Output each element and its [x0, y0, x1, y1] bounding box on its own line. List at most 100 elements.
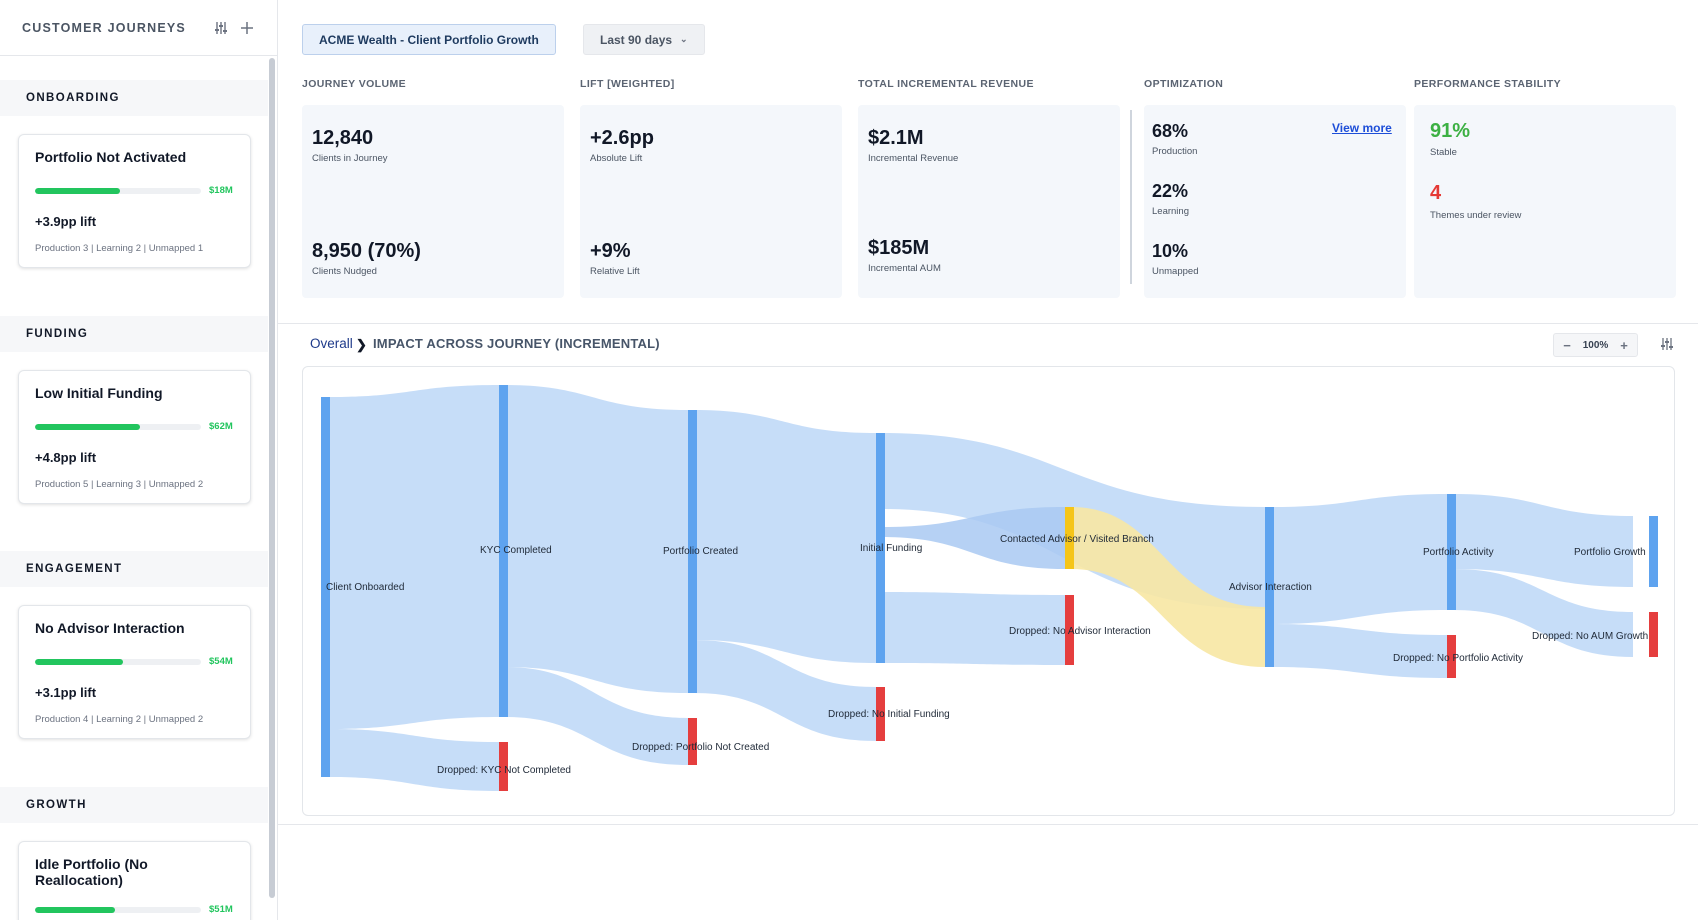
zoom-in-button[interactable]: + — [1620, 337, 1628, 353]
progress-fill — [35, 187, 120, 194]
flow-portfolio-drop-funding — [694, 640, 876, 741]
kpi-value: +2.6pp — [590, 127, 654, 149]
kpi-caption: Stable — [1430, 147, 1457, 158]
sidebar: CUSTOMER JOURNEYS ONBOARDING Portfolio N… — [0, 0, 278, 920]
kpi-card-revenue: $2.1M Incremental Revenue $185M Incremen… — [858, 105, 1120, 298]
flow-kyc-drop-portfolio — [505, 667, 688, 765]
kpi-caption: Unmapped — [1152, 266, 1199, 277]
kpi-caption: Clients Nudged — [312, 266, 377, 277]
progress-bar — [35, 658, 201, 665]
date-range-label: Last 90 days — [600, 32, 673, 47]
date-range-dropdown[interactable]: Last 90 days ⌄ — [583, 24, 705, 55]
node-initial-funding — [876, 433, 885, 663]
card-amount: $18M — [209, 185, 233, 196]
label-advisor-interaction: Advisor Interaction — [1229, 582, 1312, 593]
journey-selector[interactable]: ACME Wealth - Client Portfolio Growth — [302, 24, 556, 55]
label-contacted-advisor: Contacted Advisor / Visited Branch — [1000, 534, 1154, 545]
node-drop-advisor — [1065, 595, 1074, 665]
kpi-caption: Clients in Journey — [312, 153, 388, 164]
kpi-card-optimization: 68% Production 22% Learning 10% Unmapped… — [1144, 105, 1406, 298]
card-meta: Production 3 | Learning 2 | Unmapped 1 — [35, 243, 204, 254]
section-header: ONBOARDING — [0, 80, 268, 116]
filter-sliders-icon[interactable] — [213, 20, 229, 36]
label-drop-kyc: Dropped: KYC Not Completed — [437, 765, 571, 776]
flow-activity-drop-aum — [1453, 569, 1633, 657]
flow-onboarded-kyc — [329, 385, 499, 729]
section-funding: FUNDING — [0, 316, 268, 352]
kpi-caption: Production — [1152, 146, 1198, 157]
kpi-label-revenue: TOTAL INCREMENTAL REVENUE — [858, 78, 1034, 90]
kpi-value-themes: 4 — [1430, 182, 1442, 204]
kpi-card-volume: 12,840 Clients in Journey 8,950 (70%) Cl… — [302, 105, 564, 298]
section-onboarding: ONBOARDING — [0, 80, 268, 116]
kpi-value-unmapped: 10% — [1152, 241, 1189, 261]
node-kyc-completed — [499, 385, 508, 717]
card-amount: $54M — [209, 656, 233, 667]
impact-title: IMPACT ACROSS JOURNEY (INCREMENTAL) — [373, 336, 660, 351]
progress-fill — [35, 906, 115, 913]
kpi-caption: Incremental Revenue — [868, 153, 959, 164]
chevron-down-icon: ⌄ — [680, 34, 688, 44]
kpi-value-stable: 91% — [1430, 120, 1471, 142]
divider — [278, 323, 1698, 324]
node-contacted-advisor — [1065, 507, 1074, 569]
node-portfolio-created — [688, 410, 697, 693]
label-initial-funding: Initial Funding — [860, 543, 922, 554]
flow-funding-contacted — [882, 507, 1065, 569]
flow-onboarded-drop-kyc — [329, 729, 499, 791]
label-client-onboarded: Client Onboarded — [326, 582, 404, 593]
journey-card-idle-portfolio[interactable]: Idle Portfolio (No Reallocation) $51M — [18, 841, 251, 920]
label-portfolio-created: Portfolio Created — [663, 546, 738, 557]
label-drop-portfolio: Dropped: Portfolio Not Created — [632, 742, 769, 753]
journey-card-no-advisor-interaction[interactable]: No Advisor Interaction $54M +3.1pp lift … — [18, 605, 251, 739]
progress-fill — [35, 423, 140, 430]
kpi-label-volume: JOURNEY VOLUME — [302, 78, 407, 90]
add-icon[interactable] — [239, 20, 255, 36]
divider — [278, 824, 1698, 825]
node-advisor-interaction — [1265, 507, 1274, 667]
kpi-divider — [1130, 110, 1132, 284]
flow-funding-drop-advisor — [882, 592, 1065, 665]
label-drop-activity: Dropped: No Portfolio Activity — [1393, 653, 1523, 664]
flow-advisor-activity — [1271, 494, 1447, 624]
card-title: Low Initial Funding — [35, 385, 163, 401]
journey-card-portfolio-not-activated[interactable]: Portfolio Not Activated $18M +3.9pp lift… — [18, 134, 251, 268]
kpi-value: +9% — [590, 240, 631, 262]
sidebar-scrollbar[interactable] — [269, 58, 275, 898]
progress-fill — [35, 658, 123, 665]
node-portfolio-growth — [1649, 516, 1658, 587]
label-portfolio-growth: Portfolio Growth — [1574, 547, 1646, 558]
settings-sliders-icon[interactable] — [1660, 337, 1674, 351]
kpi-card-lift: +2.6pp Absolute Lift +9% Relative Lift — [580, 105, 842, 298]
view-more-link[interactable]: View more — [1332, 121, 1392, 135]
journey-card-low-initial-funding[interactable]: Low Initial Funding $62M +4.8pp lift Pro… — [18, 370, 251, 504]
sidebar-header: CUSTOMER JOURNEYS — [0, 0, 277, 56]
progress-bar — [35, 187, 201, 194]
kpi-value-learning: 22% — [1152, 181, 1189, 201]
breadcrumb-overall[interactable]: Overall — [310, 336, 353, 351]
kpi-caption: Relative Lift — [590, 266, 640, 277]
card-amount: $62M — [209, 421, 233, 432]
sankey-svg: Client Onboarded KYC Completed Dropped: … — [321, 385, 1658, 791]
label-portfolio-activity: Portfolio Activity — [1423, 547, 1494, 558]
progress-bar — [35, 423, 201, 430]
zoom-out-button[interactable]: − — [1563, 337, 1571, 353]
kpi-caption: Themes under review — [1430, 210, 1522, 221]
kpi-value: 8,950 (70%) — [312, 240, 421, 262]
section-engagement: ENGAGEMENT — [0, 551, 268, 587]
card-title: No Advisor Interaction — [35, 620, 185, 636]
label-drop-aum: Dropped: No AUM Growth — [1532, 631, 1648, 642]
card-lift: +3.9pp lift — [35, 214, 97, 229]
node-drop-activity — [1447, 635, 1456, 678]
card-meta: Production 4 | Learning 2 | Unmapped 2 — [35, 714, 204, 725]
section-header: GROWTH — [0, 787, 268, 823]
card-title: Idle Portfolio (No Reallocation) — [35, 856, 148, 888]
sidebar-title: CUSTOMER JOURNEYS — [22, 20, 186, 35]
chevron-right-icon: ❯ — [356, 337, 367, 352]
label-kyc-completed: KYC Completed — [480, 545, 552, 556]
flow-activity-growth — [1453, 494, 1633, 587]
main-content: ACME Wealth - Client Portfolio Growth La… — [278, 0, 1698, 920]
node-client-onboarded — [321, 397, 330, 777]
node-drop-funding — [876, 687, 885, 741]
label-drop-advisor: Dropped: No Advisor Interaction — [1009, 626, 1151, 637]
